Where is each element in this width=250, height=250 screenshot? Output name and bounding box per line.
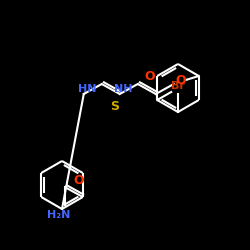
- Text: HN: HN: [78, 84, 96, 94]
- Text: O: O: [176, 74, 186, 86]
- Text: NH: NH: [114, 84, 132, 94]
- Text: Br: Br: [171, 81, 185, 91]
- Text: S: S: [110, 100, 119, 112]
- Text: O: O: [144, 70, 155, 82]
- Text: H₂N: H₂N: [47, 210, 70, 220]
- Text: O: O: [74, 174, 84, 188]
